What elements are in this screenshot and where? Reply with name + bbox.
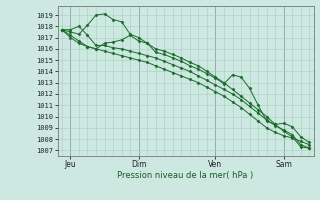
X-axis label: Pression niveau de la mer( hPa ): Pression niveau de la mer( hPa ) xyxy=(117,171,254,180)
